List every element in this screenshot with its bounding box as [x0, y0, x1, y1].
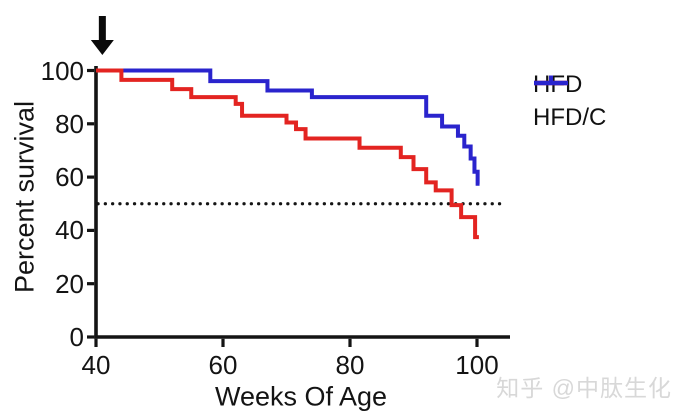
legend: HFD HFD/C [533, 72, 606, 130]
x-tick-label: 100 [455, 350, 499, 380]
legend-item-hfdc: HFD/C [533, 75, 607, 131]
down-arrow-icon [90, 16, 114, 55]
x-tick-label: 40 [81, 350, 111, 380]
legend-label-hfdc: HFD/C [533, 103, 607, 131]
curve-hfdc [96, 68, 480, 186]
x-axis-title: Weeks Of Age [214, 381, 388, 412]
y-tick-label: 40 [55, 215, 84, 246]
curve-hfd [96, 68, 479, 240]
y-tick-label: 100 [40, 55, 84, 86]
y-axis-title: Percent survival [9, 100, 40, 294]
watermark: 知乎 @中肽生化 [496, 375, 672, 401]
hfdc-line-marker-icon [534, 75, 568, 86]
x-tick-label: 80 [335, 350, 365, 380]
y-tick-label: 80 [55, 108, 84, 139]
y-tick-label: 0 [69, 322, 84, 352]
y-tick-label: 60 [55, 162, 84, 193]
x-tick-label: 60 [208, 350, 238, 380]
y-tick-label: 20 [55, 268, 84, 299]
